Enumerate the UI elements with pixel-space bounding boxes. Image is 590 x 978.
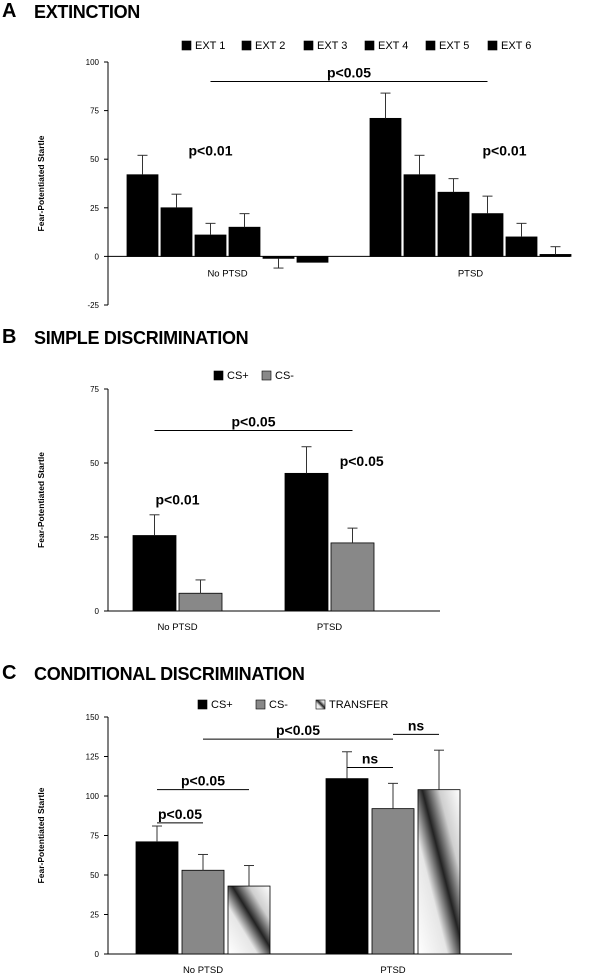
simple-discrimination-chart: 0 25 50 75 Fear-Potentiated Startle No PTSD PT… [36, 370, 440, 633]
y-tick-label: 25 [90, 533, 99, 542]
category-label: PTSD [458, 268, 483, 279]
legend-label: TRANSFER [329, 699, 388, 711]
y-tick-label: 0 [95, 950, 100, 959]
panel-a: A EXTINCTION -25 0 25 50 75 100 Fear-Potentiat… [0, 0, 590, 318]
significance-label: ns [362, 751, 379, 767]
bar [417, 789, 461, 955]
legend-label: EXT 6 [501, 40, 531, 52]
legend-swatch [364, 40, 375, 51]
significance-label: p<0.01 [189, 142, 233, 158]
bar [262, 255, 295, 259]
bar [126, 174, 159, 257]
legend-swatch [241, 40, 252, 51]
legend-label: CS- [275, 370, 294, 382]
extinction-chart: -25 0 25 50 75 100 Fear-Potentiated Startle No … [36, 40, 572, 310]
significance-label: p<0.05 [232, 413, 276, 429]
y-axis-label: Fear-Potentiated Startle [36, 452, 46, 548]
bar [369, 117, 402, 257]
bar [227, 885, 271, 955]
significance-label: p<0.05 [340, 453, 384, 469]
category-label: No PTSD [207, 268, 247, 279]
legend-swatch [213, 370, 224, 381]
panel-c-title: CONDITIONAL DISCRIMINATION [34, 664, 305, 684]
legend-swatch [315, 699, 326, 710]
y-tick-label: 100 [86, 792, 100, 801]
legend-label: CS- [269, 699, 288, 711]
bar [132, 535, 177, 612]
legend-swatch [197, 699, 208, 710]
legend-swatch [425, 40, 436, 51]
panel-c-letter: C [2, 662, 17, 684]
bar [330, 542, 375, 612]
bar [437, 191, 470, 257]
y-tick-label: 75 [90, 832, 99, 841]
y-axis-label: Fear-Potentiated Startle [36, 787, 46, 883]
bar [296, 255, 329, 263]
panel-c: C CONDITIONAL DISCRIMINATION 0 25 50 75 100 1… [0, 662, 590, 978]
bar [160, 207, 193, 257]
bar [135, 841, 179, 955]
bar [181, 869, 225, 955]
bar [194, 234, 227, 257]
panel-b-title: SIMPLE DISCRIMINATION [34, 328, 249, 348]
bar [284, 472, 329, 612]
y-tick-label: -25 [87, 301, 99, 310]
legend-label: CS+ [227, 370, 249, 382]
legend-label: EXT 1 [195, 40, 225, 52]
legend-label: EXT 5 [439, 40, 469, 52]
panel-b: B SIMPLE DISCRIMINATION 0 25 50 75 Fear-Pote… [0, 326, 590, 644]
significance-label: p<0.01 [156, 491, 200, 507]
y-tick-label: 125 [86, 753, 100, 762]
bar [178, 592, 223, 612]
significance-label: p<0.05 [327, 64, 371, 80]
legend-label: EXT 4 [378, 40, 408, 52]
y-tick-label: 50 [90, 459, 99, 468]
y-tick-label: 0 [95, 252, 100, 261]
significance-label: p<0.05 [158, 806, 202, 822]
y-tick-label: 75 [90, 385, 99, 394]
y-tick-label: 50 [90, 155, 99, 164]
significance-label: p<0.01 [483, 142, 527, 158]
legend-label: EXT 3 [317, 40, 347, 52]
bar [505, 236, 538, 257]
legend-label: EXT 2 [255, 40, 285, 52]
legend-swatch [487, 40, 498, 51]
y-tick-label: 0 [95, 607, 100, 616]
bar [371, 808, 415, 955]
y-tick-label: 25 [90, 204, 99, 213]
bar [325, 778, 369, 955]
category-label: PTSD [380, 965, 405, 976]
panel-a-letter: A [2, 0, 17, 22]
significance-label: ns [408, 717, 425, 733]
significance-label: p<0.05 [276, 722, 320, 738]
bar [539, 254, 572, 257]
y-tick-label: 150 [86, 713, 100, 722]
y-tick-label: 25 [90, 911, 99, 920]
y-tick-label: 100 [86, 58, 100, 67]
bar [471, 213, 504, 257]
panel-a-title: EXTINCTION [34, 2, 141, 22]
y-tick-label: 75 [90, 107, 99, 116]
legend-swatch [303, 40, 314, 51]
bar [228, 226, 261, 257]
conditional-discrimination-chart: 0 25 50 75 100 125 150 Fear-Potentiated Startle… [36, 699, 512, 976]
y-tick-label: 50 [90, 871, 99, 880]
category-label: No PTSD [183, 965, 223, 976]
legend-label: CS+ [211, 699, 233, 711]
category-label: PTSD [317, 622, 342, 633]
bar [403, 174, 436, 257]
legend-swatch [255, 699, 266, 710]
legend-swatch [181, 40, 192, 51]
legend-swatch [261, 370, 272, 381]
significance-label: p<0.05 [181, 773, 225, 789]
category-label: No PTSD [157, 622, 197, 633]
y-axis-label: Fear-Potentiated Startle [36, 135, 46, 231]
panel-b-letter: B [2, 326, 17, 348]
